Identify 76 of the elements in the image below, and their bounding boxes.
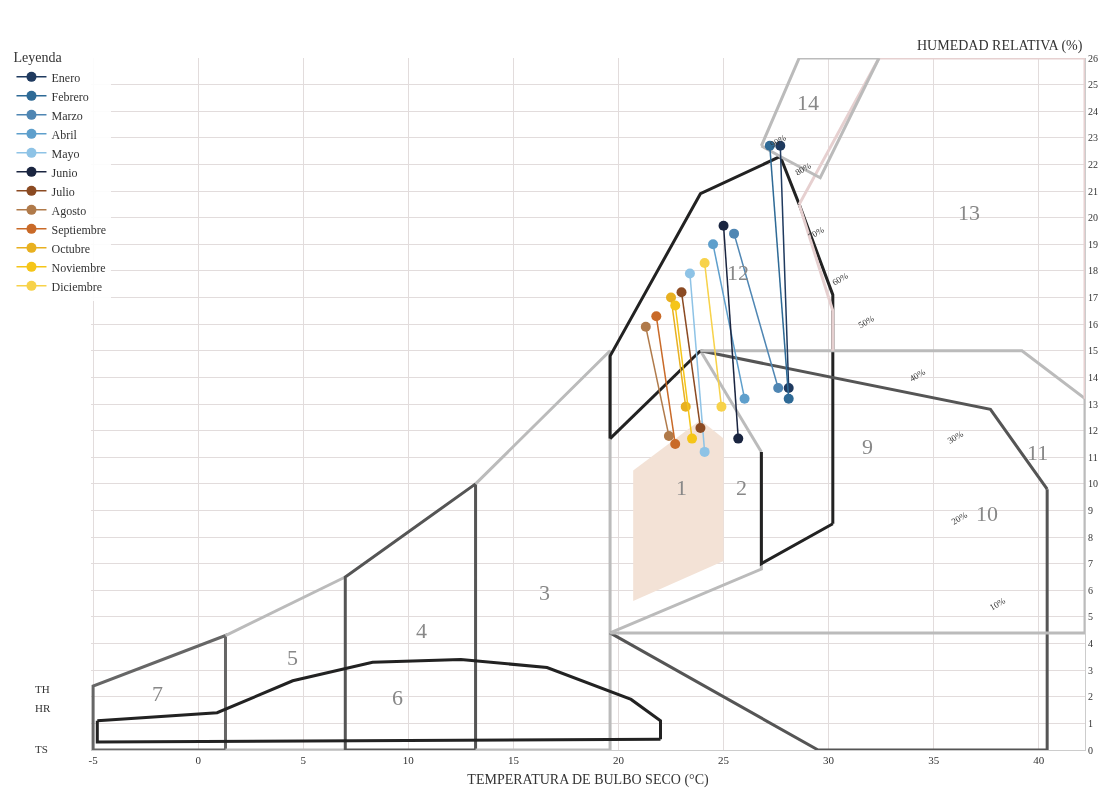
x-tick-label: 40 bbox=[1033, 754, 1045, 767]
y-tick-label: 13 bbox=[1088, 398, 1098, 410]
y-tick-label: 5 bbox=[1088, 611, 1093, 623]
annotation: 90% bbox=[768, 132, 789, 150]
x-tick-label: 15 bbox=[507, 754, 520, 767]
x-tick-label: 0 bbox=[195, 754, 202, 767]
legend-label: Marzo bbox=[51, 108, 83, 123]
y-tick-label: 20 bbox=[1088, 212, 1098, 224]
annotation: 50% bbox=[856, 313, 877, 331]
y-tick-label: 6 bbox=[1088, 584, 1093, 596]
y-tick-label: 4 bbox=[1088, 638, 1093, 650]
text: HR bbox=[35, 702, 51, 714]
y-tick-label: 0 bbox=[1088, 744, 1093, 756]
annotation: 60% bbox=[830, 270, 851, 288]
x-tick-label: -5 bbox=[88, 754, 99, 767]
x-tick-label: 30 bbox=[823, 754, 835, 767]
y-tick-label: 3 bbox=[1088, 664, 1093, 676]
text: TH bbox=[35, 683, 50, 695]
annotation: 13 bbox=[958, 200, 980, 225]
x-tick-label: 35 bbox=[928, 754, 940, 767]
y-tick-label: 24 bbox=[1088, 105, 1098, 117]
legend-label: Agosto bbox=[51, 203, 87, 218]
annotation: 1 bbox=[676, 475, 687, 500]
x-tick-label: 10 bbox=[402, 754, 415, 767]
x-axis-title: TEMPERATURA DE BULBO SECO (°C) bbox=[467, 771, 709, 788]
text: TS bbox=[35, 743, 48, 755]
y-tick-label: 19 bbox=[1088, 238, 1098, 250]
y-tick-label: 22 bbox=[1088, 158, 1098, 170]
annotation: 40% bbox=[907, 366, 928, 384]
y-tick-label: 15 bbox=[1088, 345, 1098, 357]
y-tick-label: 17 bbox=[1088, 292, 1098, 304]
y-tick-label: 8 bbox=[1088, 531, 1093, 543]
annotation: 2 bbox=[736, 475, 747, 500]
legend-label: Diciembre bbox=[51, 279, 103, 294]
y-tick-label: 10 bbox=[1088, 478, 1098, 490]
legend-title: Leyenda bbox=[13, 50, 63, 66]
y-tick-label: 12 bbox=[1088, 425, 1098, 437]
annotation: 14 bbox=[797, 90, 819, 115]
y-axis-title: HUMEDAD RELATIVA (%) bbox=[917, 38, 1083, 54]
legend-label: Noviembre bbox=[51, 260, 106, 275]
y-tick-label: 16 bbox=[1088, 318, 1098, 330]
x-tick-label: 5 bbox=[300, 754, 307, 767]
y-tick-label: 21 bbox=[1088, 185, 1098, 197]
annotation: 6 bbox=[392, 685, 403, 710]
annotation: 11 bbox=[1027, 440, 1049, 465]
y-tick-label: 7 bbox=[1088, 558, 1093, 570]
y-tick-label: 18 bbox=[1088, 265, 1098, 277]
annotation: 80% bbox=[793, 160, 814, 178]
y-tick-label: 9 bbox=[1088, 504, 1093, 516]
annotation: 10 bbox=[976, 501, 998, 526]
annotation: 30% bbox=[945, 428, 966, 446]
x-tick-label: 20 bbox=[612, 754, 625, 767]
x-tick-label: 25 bbox=[718, 754, 730, 767]
y-tick-label: 26 bbox=[1088, 52, 1098, 64]
annotation: 20% bbox=[949, 509, 970, 527]
legend-label: Abril bbox=[51, 127, 78, 142]
legend-label: Octubre bbox=[51, 241, 91, 256]
y-tick-label: 1 bbox=[1088, 717, 1093, 729]
y-tick-label: 14 bbox=[1088, 371, 1098, 383]
y-tick-label: 23 bbox=[1088, 132, 1098, 144]
annotation: 4 bbox=[416, 618, 427, 643]
legend-label: Enero bbox=[51, 70, 81, 85]
annotation: 3 bbox=[539, 580, 550, 605]
annotation: 5 bbox=[287, 645, 298, 670]
annotation: 70% bbox=[806, 224, 827, 242]
annotation: 10% bbox=[987, 595, 1008, 613]
legend-label: Septiembre bbox=[51, 222, 107, 237]
y-tick-label: 2 bbox=[1088, 691, 1093, 703]
legend-label: Junio bbox=[51, 165, 78, 180]
annotation: 7 bbox=[152, 681, 163, 706]
y-tick-label: 11 bbox=[1088, 451, 1098, 463]
legend-label: Julio bbox=[51, 184, 75, 199]
annotation: 9 bbox=[862, 434, 873, 459]
legend-label: Febrero bbox=[51, 89, 89, 104]
y-tick-label: 25 bbox=[1088, 79, 1098, 91]
legend-label: Mayo bbox=[51, 146, 80, 161]
